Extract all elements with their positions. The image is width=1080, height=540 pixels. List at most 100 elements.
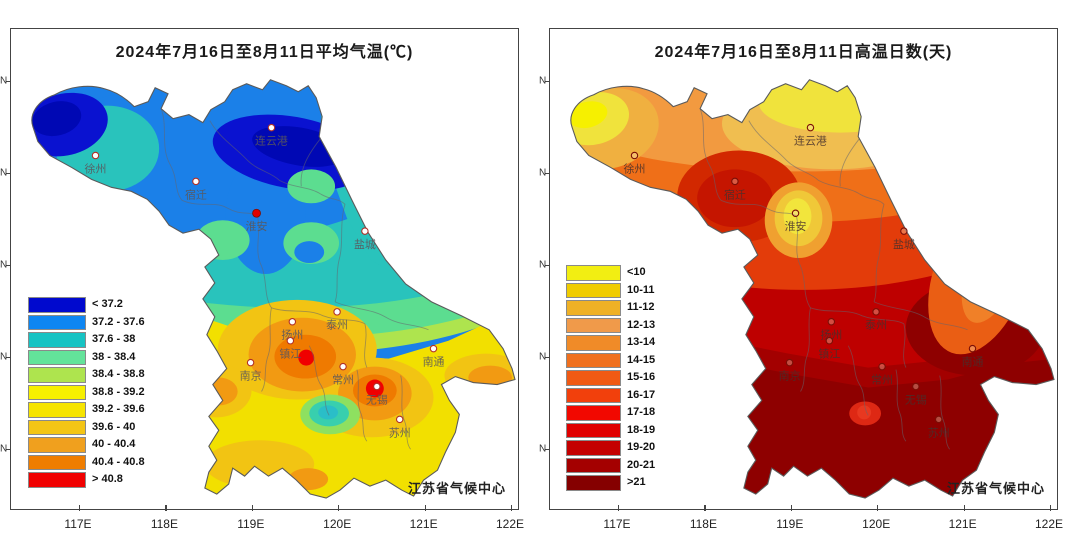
district-border <box>810 307 905 325</box>
legend-swatch <box>566 440 621 456</box>
district-border <box>839 136 862 187</box>
city-marker <box>872 308 880 316</box>
legend-label: 37.2 - 37.6 <box>92 315 145 328</box>
legend-label: 16-17 <box>627 388 656 401</box>
district-border <box>873 301 968 331</box>
legend-label: 13-14 <box>627 336 656 349</box>
legend-swatch <box>566 300 621 316</box>
hot-days-map-panel: 徐州 宿迁 连云港 淮安 盐城 扬州 泰州 镇江 南京 常州 南通 无锡 苏州 2024年7月16日至8… <box>539 28 1063 531</box>
longitude-tick-label: 122E <box>495 517 525 531</box>
legend-label: 40.4 - 40.8 <box>92 455 145 468</box>
city-marker <box>361 227 369 235</box>
longitude-axis: 117E 118E 119E 120E 121E 122E <box>10 510 524 538</box>
legend-label: 37.6 - 38 <box>92 333 136 346</box>
latitude-tick-label: N <box>0 75 8 87</box>
legend-row: 11-12 <box>566 300 655 316</box>
latitude-tick-label: N <box>0 443 8 455</box>
longitude-tick-mark <box>511 505 513 511</box>
district-border <box>364 323 368 368</box>
district-border <box>334 301 429 331</box>
city-marker <box>731 177 739 186</box>
city-marker <box>827 318 836 326</box>
latitude-tick-mark <box>6 357 11 359</box>
latitude-tick-mark <box>545 449 550 451</box>
attribution-text: 江苏省气候中心 <box>407 481 506 496</box>
legend-swatch <box>28 367 86 383</box>
district-border <box>279 179 346 205</box>
legend-swatch <box>566 387 621 403</box>
city-label: 镇江 <box>279 347 301 361</box>
latitude-tick-label: N <box>0 259 8 271</box>
legend-label: 11-12 <box>627 301 655 314</box>
longitude-tick-label: 119E <box>237 517 265 531</box>
city-label: 徐州 <box>624 161 646 175</box>
longitude-tick-mark <box>79 505 81 511</box>
district-border <box>800 307 811 392</box>
city-label: 宿迁 <box>724 187 746 201</box>
city-label: 苏州 <box>389 426 411 439</box>
legend-swatch <box>566 352 621 368</box>
legend-row: <10 <box>566 265 655 281</box>
district-border <box>939 375 951 450</box>
district-border <box>873 204 885 303</box>
legend-row: 13-14 <box>566 335 655 351</box>
legend-row: 39.6 - 40 <box>28 419 145 435</box>
legend-swatch <box>566 475 621 491</box>
legend-label: <10 <box>627 266 646 279</box>
longitude-tick-label: 118E <box>150 517 178 531</box>
district-border <box>356 369 368 442</box>
legend-label: >21 <box>627 476 646 489</box>
legend-row: 37.2 - 37.6 <box>28 314 145 330</box>
legend-label: 17-18 <box>627 406 656 419</box>
longitude-tick-label: 121E <box>409 517 438 531</box>
city-marker <box>825 336 834 345</box>
legend-swatch <box>566 422 621 438</box>
legend-swatch <box>28 472 86 488</box>
longitude-tick-label: 117E <box>64 517 92 531</box>
legend-row: 20-21 <box>566 457 655 473</box>
legend-swatch <box>28 419 86 435</box>
legend-row: 15-16 <box>566 370 655 386</box>
longitude-tick-label: 119E <box>776 517 804 531</box>
legend-row: 12-13 <box>566 317 655 333</box>
legend-row: < 37.2 <box>28 297 145 313</box>
city-marker <box>934 415 943 424</box>
city-label: 盐城 <box>354 238 376 251</box>
legend-label: < 37.2 <box>92 298 123 311</box>
city-label: 泰州 <box>865 318 887 332</box>
latitude-tick-label: N <box>539 351 547 363</box>
district-border <box>847 345 869 416</box>
city-marker <box>785 358 794 367</box>
legend-row: 19-20 <box>566 440 655 456</box>
map-title: 2024年7月16日至8月11日高温日数(天) <box>654 44 953 61</box>
longitude-tick-mark <box>165 505 167 511</box>
legend-label: 40 - 40.4 <box>92 438 136 451</box>
city-label: 无锡 <box>905 392 927 406</box>
city-marker <box>339 362 347 371</box>
latitude-tick-label: N <box>539 443 547 455</box>
legend-label: 19-20 <box>627 441 656 454</box>
latitude-tick-mark <box>6 449 11 451</box>
legend-swatch <box>28 314 86 330</box>
district-border <box>400 375 412 450</box>
latitude-tick-mark <box>545 81 550 83</box>
latitude-tick-label: N <box>539 75 547 87</box>
legend-label: 14-15 <box>627 353 656 366</box>
district-border <box>796 216 811 309</box>
legend-swatch <box>28 384 86 400</box>
latitude-tick-mark <box>6 173 11 175</box>
legend-label: 38.8 - 39.2 <box>92 385 145 398</box>
city-label: 南京 <box>240 369 262 383</box>
district-border <box>181 199 258 217</box>
district-border <box>720 199 797 217</box>
legend-row: 10-11 <box>566 282 655 298</box>
legend-row: 38 - 38.4 <box>28 349 145 365</box>
map-frame: 徐州 宿迁 连云港 淮安 盐城 扬州 泰州 镇江 南京 常州 南通 无锡 苏州 2024年7月16日至8… <box>539 28 1058 511</box>
legend-row: 16-17 <box>566 387 656 403</box>
legend-swatch <box>28 297 86 313</box>
legend-label: 39.2 - 39.6 <box>92 403 145 416</box>
city-label: 连云港 <box>794 135 827 148</box>
latitude-tick-mark <box>6 81 11 83</box>
city-label: 淮安 <box>246 219 268 233</box>
legend-row: 38.8 - 39.2 <box>28 384 145 400</box>
